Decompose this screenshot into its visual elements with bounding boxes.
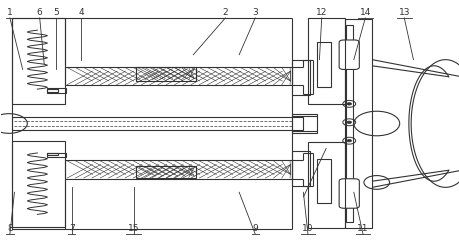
Bar	[345, 25, 352, 222]
FancyBboxPatch shape	[338, 179, 358, 208]
Bar	[344, 19, 371, 228]
Text: 12: 12	[315, 8, 327, 17]
Bar	[136, 67, 195, 81]
Circle shape	[346, 140, 351, 142]
Text: 4: 4	[78, 8, 84, 17]
Text: 1: 1	[7, 8, 13, 17]
Bar	[307, 142, 344, 228]
Text: 14: 14	[359, 8, 370, 17]
Circle shape	[346, 103, 351, 105]
Text: 9: 9	[252, 224, 257, 233]
Text: 10: 10	[302, 224, 313, 233]
Bar	[46, 153, 66, 157]
Bar	[316, 42, 330, 87]
Text: 3: 3	[252, 8, 257, 17]
Bar	[136, 166, 195, 178]
Bar	[291, 150, 309, 186]
Text: 11: 11	[357, 224, 368, 233]
Text: 15: 15	[128, 224, 139, 233]
Bar	[12, 117, 303, 130]
Text: 2: 2	[222, 8, 228, 17]
Bar	[46, 88, 66, 93]
Bar	[65, 67, 291, 85]
Text: 5: 5	[53, 8, 58, 17]
Text: 6: 6	[37, 8, 43, 17]
Circle shape	[346, 121, 351, 124]
Bar	[46, 153, 58, 155]
Text: 8: 8	[7, 224, 13, 233]
Text: 13: 13	[397, 8, 409, 17]
Text: 7: 7	[69, 224, 74, 233]
Bar	[12, 18, 65, 104]
FancyBboxPatch shape	[338, 40, 358, 69]
Bar	[316, 159, 330, 203]
Bar	[65, 160, 291, 179]
Bar	[46, 89, 58, 92]
Bar	[291, 114, 316, 133]
Bar	[307, 18, 344, 104]
Bar	[291, 60, 309, 95]
Bar	[12, 141, 65, 227]
